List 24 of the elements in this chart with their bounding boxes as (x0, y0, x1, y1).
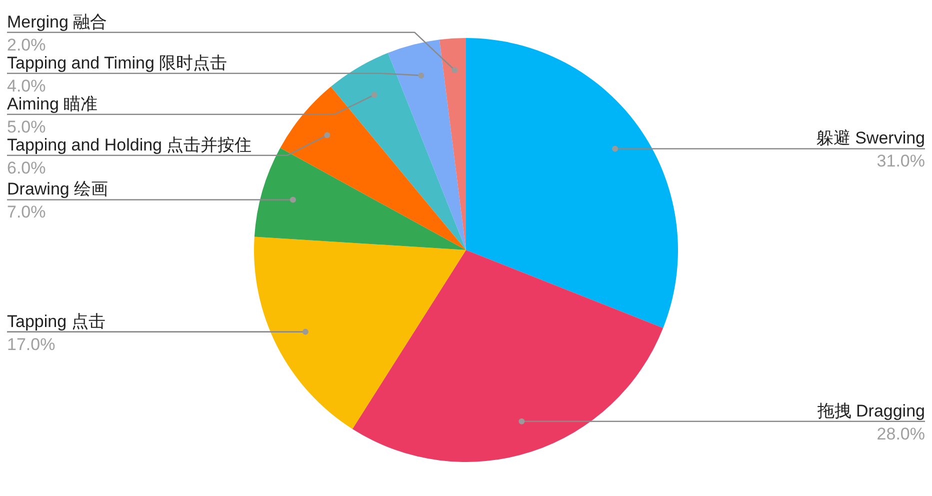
slice-label: 躲避 Swerving (816, 128, 925, 148)
data-label: 28.0% (876, 424, 925, 444)
slice-label: Aiming 瞄准 (7, 94, 98, 114)
data-label: 31.0% (876, 152, 925, 171)
data-label: 2.0% (7, 35, 46, 54)
data-label: 17.0% (7, 334, 56, 354)
slice-label: Tapping 点击 (7, 312, 106, 331)
pie-slice (466, 38, 678, 328)
pie-slice (254, 236, 466, 429)
slice-label: 拖拽 Dragging (816, 401, 925, 420)
slice-label: Tapping and Holding 点击并按住 (7, 135, 252, 154)
slice-label: Drawing 绘画 (7, 180, 108, 199)
pie-slice (330, 52, 466, 250)
pie-slice (388, 40, 466, 250)
pie-slice (352, 250, 664, 462)
slice-label: Tapping and Timing 限时点击 (7, 53, 228, 72)
pie-slice (280, 86, 466, 250)
data-label: 7.0% (7, 202, 46, 222)
data-label: 5.0% (7, 117, 46, 136)
slice-label: Merging 融合 (7, 12, 108, 32)
data-label: 6.0% (7, 158, 46, 178)
data-label: 4.0% (7, 76, 46, 96)
pie-slice (439, 38, 466, 250)
pie-slice (254, 148, 466, 250)
